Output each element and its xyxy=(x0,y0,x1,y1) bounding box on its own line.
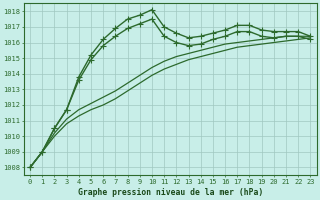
X-axis label: Graphe pression niveau de la mer (hPa): Graphe pression niveau de la mer (hPa) xyxy=(78,188,263,197)
